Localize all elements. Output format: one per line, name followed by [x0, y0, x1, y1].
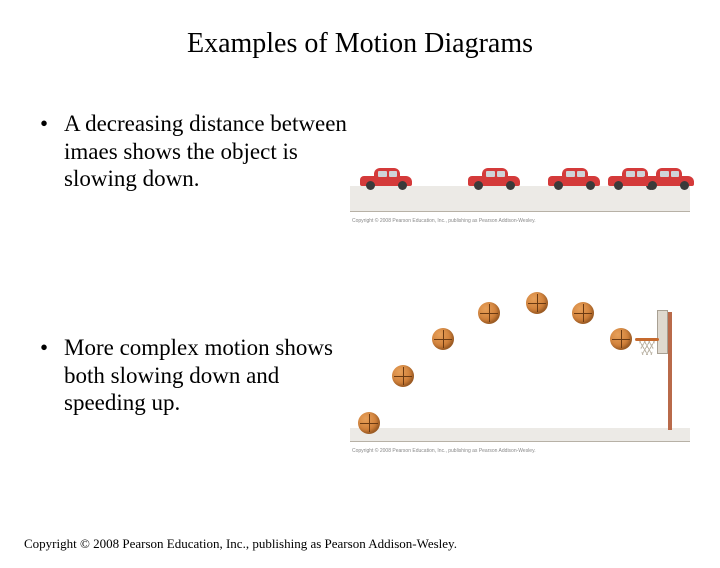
backboard	[657, 310, 668, 354]
basketball-icon	[610, 328, 632, 350]
basketball-motion-diagram: Copyright © 2008 Pearson Education, Inc.…	[350, 280, 690, 450]
figure-caption: Copyright © 2008 Pearson Education, Inc.…	[352, 218, 536, 224]
basketball-icon	[432, 328, 454, 350]
hoop-post	[668, 312, 672, 430]
bullet-dot: •	[40, 334, 64, 417]
cars-motion-diagram: Copyright © 2008 Pearson Education, Inc.…	[350, 110, 690, 220]
basketball-icon	[392, 365, 414, 387]
bullet-item: • More complex motion shows both slowing…	[40, 334, 350, 417]
row-1: • A decreasing distance between imaes sh…	[40, 110, 696, 220]
hoop-net	[637, 341, 657, 355]
car-icon	[642, 168, 694, 190]
bullet-text-2: More complex motion shows both slowing d…	[64, 334, 350, 417]
bullet-1-col: • A decreasing distance between imaes sh…	[40, 110, 350, 193]
bullet-dot: •	[40, 110, 64, 193]
copyright-text: Copyright © 2008 Pearson Education, Inc.…	[24, 536, 457, 552]
content-area: • A decreasing distance between imaes sh…	[0, 110, 720, 450]
car-icon	[360, 168, 412, 190]
car-icon	[548, 168, 600, 190]
bullet-text-1: A decreasing distance between imaes show…	[64, 110, 350, 193]
page-title: Examples of Motion Diagrams	[0, 28, 720, 60]
basketball-icon	[572, 302, 594, 324]
figure-caption: Copyright © 2008 Pearson Education, Inc.…	[352, 448, 536, 454]
bullet-2-col: • More complex motion shows both slowing…	[40, 280, 350, 417]
ground	[350, 428, 690, 442]
figure-2-col: Copyright © 2008 Pearson Education, Inc.…	[350, 280, 696, 450]
row-2: • More complex motion shows both slowing…	[40, 280, 696, 450]
basketball-icon	[358, 412, 380, 434]
bullet-item: • A decreasing distance between imaes sh…	[40, 110, 350, 193]
car-icon	[468, 168, 520, 190]
figure-1-col: Copyright © 2008 Pearson Education, Inc.…	[350, 110, 696, 220]
basketball-icon	[478, 302, 500, 324]
basketball-icon	[526, 292, 548, 314]
